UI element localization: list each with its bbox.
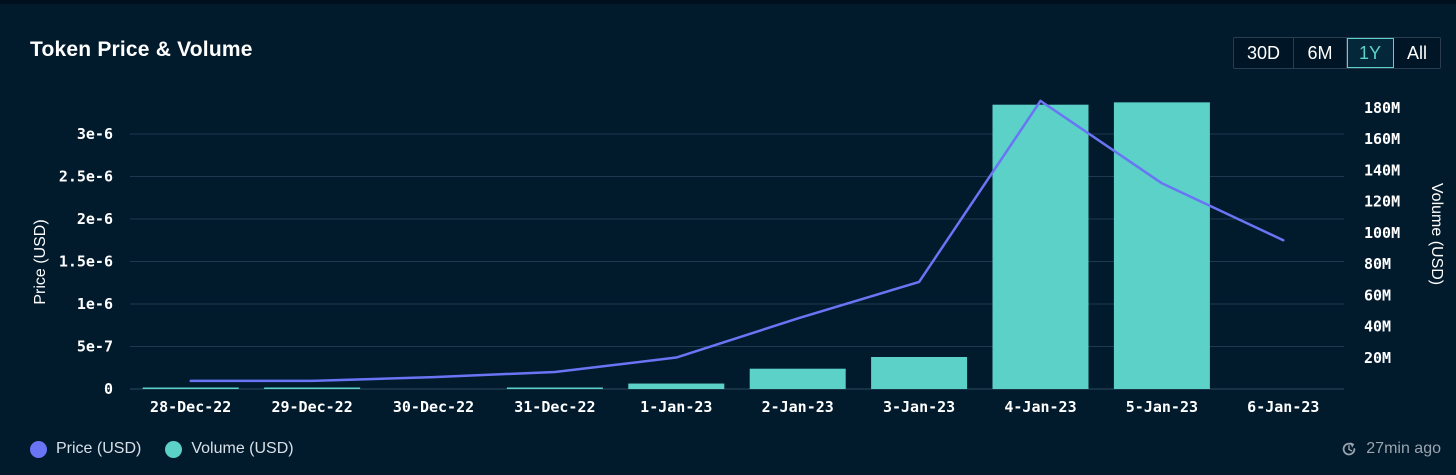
x-tick-label: 6-Jan-23	[1247, 398, 1319, 416]
volume-bar	[1114, 102, 1210, 389]
last-updated-text: 27min ago	[1366, 440, 1441, 458]
y-left-axis-title: Price (USD)	[32, 219, 49, 304]
x-tick-label: 31-Dec-22	[514, 398, 595, 416]
y-right-tick-label: 20M	[1364, 349, 1391, 367]
volume-bar	[750, 369, 846, 389]
volume-bar	[993, 105, 1089, 389]
legend-item-volume[interactable]: Volume (USD)	[165, 440, 293, 458]
y-right-tick-label: 180M	[1364, 99, 1400, 117]
y-right-tick-label: 140M	[1364, 161, 1400, 179]
y-left-tick-label: 1e-6	[77, 295, 113, 313]
x-tick-label: 29-Dec-22	[271, 398, 352, 416]
y-left-tick-label: 0	[104, 380, 113, 398]
legend-volume-label: Volume (USD)	[191, 440, 293, 458]
legend-item-price[interactable]: Price (USD)	[30, 440, 141, 458]
axes: Price (USD) Volume (USD) 0 5e-7 1e-6 1.5e-6…	[32, 99, 1445, 416]
legend-price-label: Price (USD)	[56, 440, 141, 458]
y-right-tick-label: 40M	[1364, 318, 1391, 336]
y-right-tick-label: 100M	[1364, 224, 1400, 242]
x-tick-label: 30-Dec-22	[393, 398, 474, 416]
y-right-axis-title: Volume (USD)	[1428, 183, 1445, 285]
x-tick-label: 5-Jan-23	[1126, 398, 1198, 416]
y-right-tick-label: 160M	[1364, 130, 1400, 148]
y-right-tick-label: 120M	[1364, 193, 1400, 211]
y-right-tick-label: 80M	[1364, 255, 1391, 273]
volume-bar	[143, 388, 239, 390]
x-tick-label: 2-Jan-23	[762, 398, 834, 416]
y-left-tick-label: 1.5e-6	[59, 253, 113, 271]
volume-bar	[507, 388, 603, 390]
price-volume-chart: Price (USD) Volume (USD) 0 5e-7 1e-6 1.5e-6…	[0, 0, 1456, 430]
last-updated: 27min ago	[1340, 440, 1441, 458]
x-tick-label: 1-Jan-23	[640, 398, 712, 416]
y-left-tick-label: 3e-6	[77, 125, 113, 143]
volume-bar	[264, 388, 360, 390]
volume-bar	[628, 384, 724, 389]
y-left-tick-label: 2.5e-6	[59, 168, 113, 186]
y-left-tick-label: 5e-7	[77, 338, 113, 356]
y-right-tick-label: 60M	[1364, 286, 1391, 304]
legend-price-marker	[30, 441, 47, 458]
refresh-icon[interactable]	[1340, 440, 1358, 458]
volume-bar	[871, 357, 967, 389]
x-tick-label: 4-Jan-23	[1004, 398, 1076, 416]
legend: Price (USD) Volume (USD)	[30, 440, 318, 458]
x-tick-label: 28-Dec-22	[150, 398, 231, 416]
x-tick-label: 3-Jan-23	[883, 398, 955, 416]
legend-volume-marker	[165, 441, 182, 458]
y-left-tick-label: 2e-6	[77, 210, 113, 228]
